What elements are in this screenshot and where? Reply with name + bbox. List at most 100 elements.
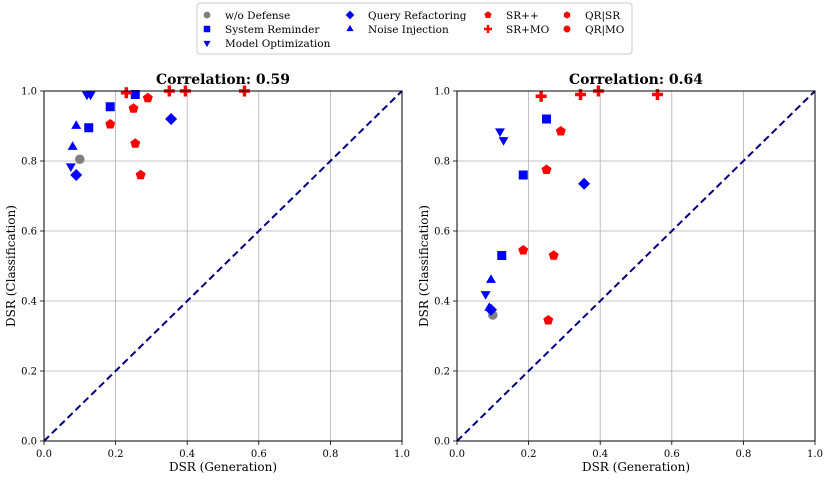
sr-legend-marker <box>484 11 492 19</box>
point-sr <box>548 250 559 260</box>
point-system-reminder <box>542 114 551 124</box>
point-sr-mo <box>120 87 132 99</box>
y-tick-label: 0.2 <box>21 367 37 378</box>
legend-label: System Reminder <box>225 24 320 36</box>
noise-injection-legend-marker <box>346 24 354 32</box>
point-system-reminder <box>84 123 94 133</box>
point-sr-mo <box>651 89 663 100</box>
x-axis-label: DSR (Generation) <box>169 460 277 474</box>
subplot-right: Correlation: 0.64 0.0 0.2 0.4 0.6 0.8 1.0 0.0 0.… <box>417 72 823 474</box>
x-tick-label: 0.2 <box>108 449 124 460</box>
x-tick-label: 0.0 <box>36 449 52 460</box>
point-sr <box>518 245 529 255</box>
x-axis-label: DSR (Generation) <box>582 460 690 474</box>
legend-item-qr-mo: QR|MO <box>563 24 625 37</box>
point-sr <box>105 119 116 129</box>
point-w-o-defense <box>75 154 85 164</box>
y-tick-label: 0.6 <box>21 227 37 238</box>
point-model-optimization <box>494 128 505 137</box>
y-tick-label: 0.8 <box>21 157 37 168</box>
legend-label: SR+MO <box>506 24 550 36</box>
point-sr <box>555 126 566 136</box>
point-noise-injection <box>71 120 82 129</box>
point-query-refactoring <box>165 113 178 125</box>
point-system-reminder <box>130 90 140 99</box>
point-system-reminder <box>105 102 115 112</box>
y-tick-label: 0.2 <box>434 367 450 378</box>
reference-diagonal-line <box>456 90 816 442</box>
legend-label: w/o Defense <box>225 10 290 22</box>
point-model-optimization <box>480 291 491 300</box>
legend-item-model-optimization: Model Optimization <box>203 38 331 50</box>
legend-frame <box>196 2 633 55</box>
y-tick-label: 0.6 <box>434 227 450 238</box>
legend-label: SR++ <box>506 10 539 22</box>
point-model-optimization <box>85 91 96 101</box>
y-tick-label: 0.4 <box>434 297 450 308</box>
legend-item-w-o-defense: w/o Defense <box>203 10 290 22</box>
x-tick-label: 0.6 <box>251 449 267 460</box>
x-tick-label: 0.2 <box>521 449 537 460</box>
reference-diagonal-line <box>43 90 403 442</box>
point-sr <box>142 92 153 103</box>
sr-mo-legend-marker <box>484 25 492 33</box>
point-system-reminder <box>518 170 528 180</box>
x-tick-label: 1.0 <box>807 449 823 460</box>
legend: w/o Defense System Reminder Model Optimiza… <box>196 2 633 55</box>
legend-label: Model Optimization <box>225 38 331 50</box>
point-sr <box>130 138 141 148</box>
point-noise-injection <box>67 141 78 150</box>
chart-title: Correlation: 0.64 <box>569 72 703 88</box>
axes-frame <box>43 90 403 442</box>
legend-item-query-refactoring: Query Refactoring <box>345 10 467 22</box>
x-tick-label: 0.4 <box>179 449 195 460</box>
qr-sr-legend-marker <box>563 11 571 19</box>
qr-mo-legend-marker <box>563 25 571 33</box>
y-tick-label: 0.4 <box>21 297 37 308</box>
y-tick-label: 1.0 <box>21 87 37 98</box>
data-points <box>65 85 250 181</box>
point-noise-injection <box>486 274 496 283</box>
point-sr-mo <box>535 90 547 102</box>
query-refactoring-legend-marker <box>345 10 355 20</box>
legend-item-sr: SR++ <box>484 10 539 22</box>
chart-title: Correlation: 0.59 <box>156 72 290 88</box>
y-tick-label: 0.8 <box>434 157 450 168</box>
legend-label: Noise Injection <box>368 24 449 36</box>
point-sr <box>541 164 552 174</box>
point-query-refactoring <box>578 177 591 190</box>
x-tick-label: 0.4 <box>592 449 608 460</box>
point-system-reminder <box>497 251 507 260</box>
system-reminder-legend-marker <box>203 25 211 33</box>
point-model-optimization <box>498 137 509 146</box>
legend-item-qr-sr: QR|SR <box>563 10 621 23</box>
x-tick-label: 0.8 <box>322 449 338 460</box>
point-sr <box>128 103 139 113</box>
legend-item-noise-injection: Noise Injection <box>346 24 449 36</box>
model-optimization-legend-marker <box>203 40 211 48</box>
legend-label: Query Refactoring <box>368 10 467 22</box>
point-model-optimization <box>65 163 76 172</box>
data-points <box>480 85 663 325</box>
x-tick-label: 0.6 <box>664 449 680 460</box>
point-noise-injection <box>484 302 495 311</box>
legend-label: QR|MO <box>585 24 625 37</box>
point-query-refactoring <box>70 169 83 181</box>
y-axis-label: DSR (Classification) <box>4 205 18 327</box>
y-axis-label: DSR (Classification) <box>417 205 431 327</box>
point-sr-mo <box>575 89 587 100</box>
x-tick-label: 1.0 <box>394 449 410 460</box>
y-tick-label: 0.0 <box>21 437 37 448</box>
axes-frame <box>456 90 816 442</box>
legend-item-system-reminder: System Reminder <box>203 24 320 36</box>
w-o-defense-legend-marker <box>203 11 211 19</box>
subplot-left: Correlation: 0.59 0.0 0.2 0.4 0.6 0.8 1.0 0.0 0.… <box>4 72 410 474</box>
x-tick-label: 0.0 <box>449 449 465 460</box>
x-tick-label: 0.8 <box>735 449 751 460</box>
legend-label: QR|SR <box>585 10 621 23</box>
y-tick-label: 0.0 <box>434 437 450 448</box>
legend-item-sr-mo: SR+MO <box>484 24 550 36</box>
point-sr <box>543 315 554 325</box>
point-sr <box>135 169 146 180</box>
